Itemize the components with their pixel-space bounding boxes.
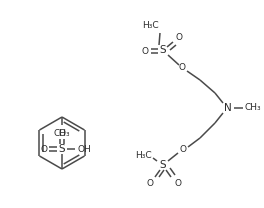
Text: S: S <box>160 45 166 55</box>
Text: O: O <box>176 33 182 42</box>
Text: H₃C: H₃C <box>135 151 151 160</box>
Text: O: O <box>147 178 153 187</box>
Text: O: O <box>142 47 148 57</box>
Text: OH: OH <box>77 145 91 154</box>
Text: S: S <box>160 160 166 170</box>
Text: O: O <box>178 63 186 73</box>
Text: O: O <box>40 145 48 154</box>
Text: CH₃: CH₃ <box>245 104 261 113</box>
Text: O: O <box>175 178 182 187</box>
Text: O: O <box>180 146 186 155</box>
Text: O: O <box>59 130 65 139</box>
Text: S: S <box>59 144 65 154</box>
Text: H₃C: H₃C <box>142 21 158 30</box>
Text: CH₃: CH₃ <box>54 129 70 137</box>
Text: N: N <box>224 103 232 113</box>
